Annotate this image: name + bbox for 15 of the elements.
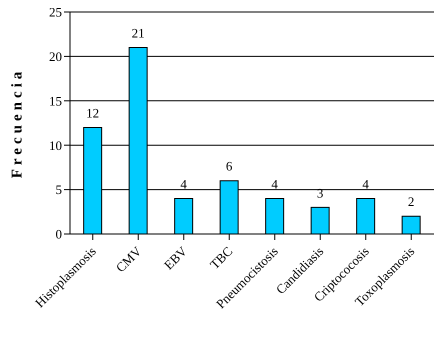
y-tick-label: 0 xyxy=(56,226,62,242)
data-label: 12 xyxy=(86,105,100,120)
data-label: 2 xyxy=(408,194,414,210)
y-tick-label: 15 xyxy=(49,93,62,108)
data-label: 4 xyxy=(271,176,278,192)
data-label: 4 xyxy=(362,176,370,192)
y-tick-label: 20 xyxy=(49,49,62,64)
y-axis-title: Frecuencia xyxy=(9,68,26,178)
data-label: 3 xyxy=(316,185,324,200)
y-tick-label: 25 xyxy=(49,4,62,20)
y-tick-label: 10 xyxy=(49,138,62,153)
data-label: 21 xyxy=(132,26,145,41)
y-tick-label: 5 xyxy=(56,182,62,198)
data-label: 4 xyxy=(180,176,188,192)
data-label: 6 xyxy=(226,158,233,174)
